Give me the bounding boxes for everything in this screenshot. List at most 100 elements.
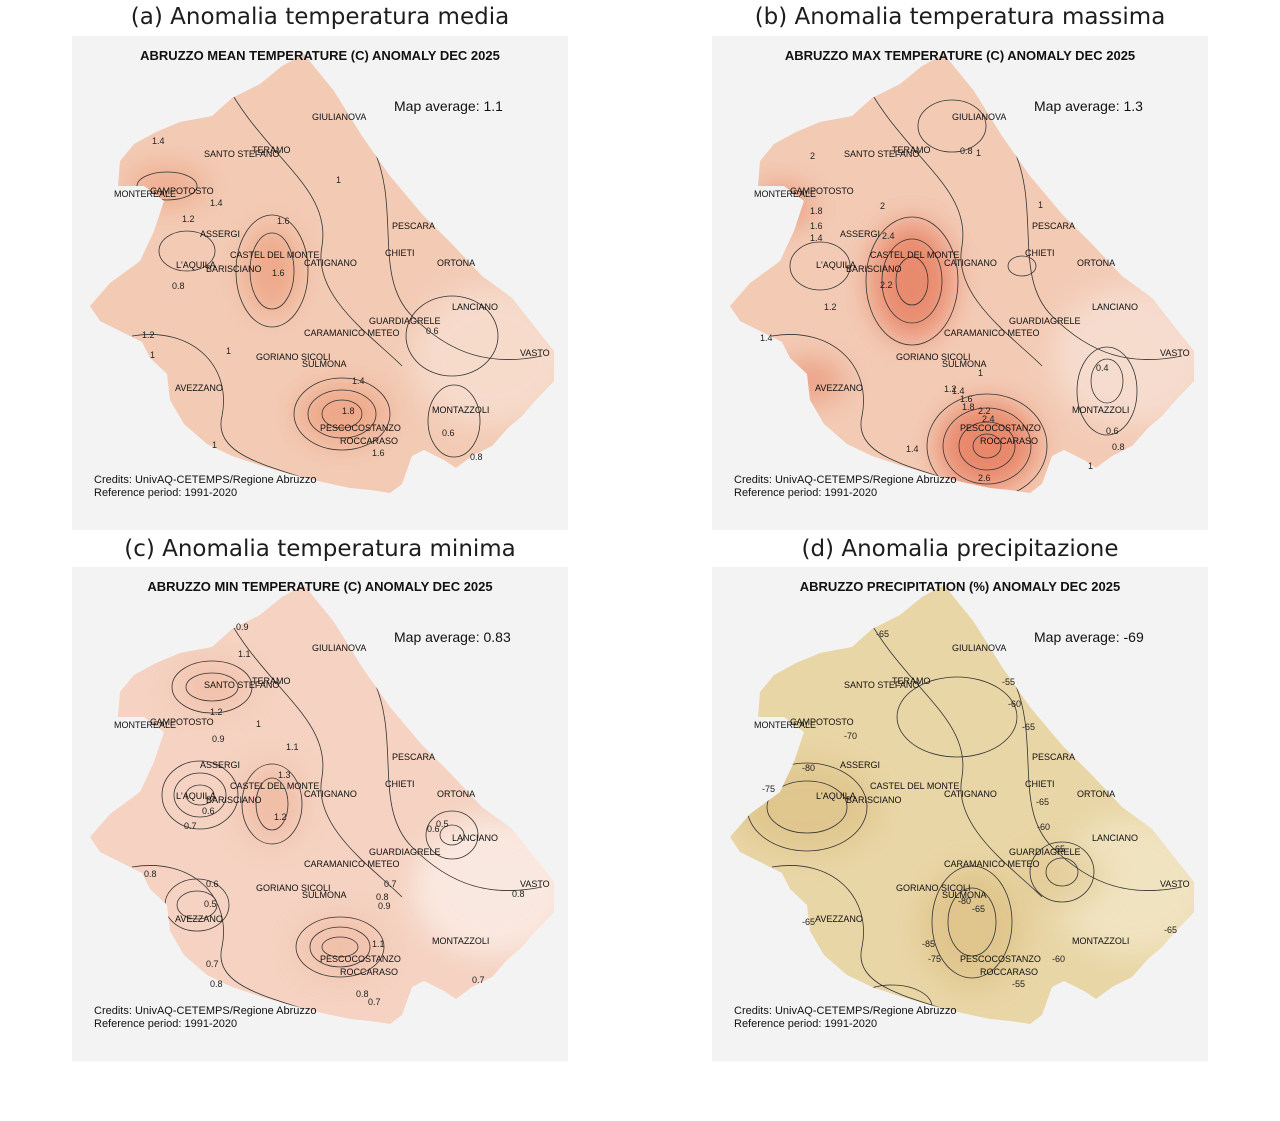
town-label: L'AQUILA — [176, 791, 216, 801]
contour-label: -55 — [1002, 677, 1015, 687]
town-label: ASSERGI — [840, 760, 880, 770]
town-label: VASTO — [1160, 879, 1190, 889]
panel-a-map: 1.4 1.4 1.2 0.8 1 1.6 1.6 1 0.6 1.4 1.8 1.6 0.6 0.8 1 1… — [72, 36, 568, 530]
town-label: PESCOCOSTANZO — [320, 423, 401, 433]
town-label: GORIANO SICOLI — [256, 883, 331, 893]
map-title: ABRUZZO MAX TEMPERATURE (C) ANOMALY DEC … — [784, 48, 1136, 63]
town-label: CHIETI — [385, 779, 415, 789]
town-label: SULMONA — [302, 890, 347, 900]
town-label: CAMPOTOSTO — [150, 717, 214, 727]
map-credits: Credits: UnivAQ-CETEMPS/Regione Abruzzo … — [94, 1005, 317, 1031]
contour-label: 0.8 — [960, 146, 973, 156]
isoline — [425, 810, 479, 860]
contour-label: 1 — [1088, 461, 1093, 471]
contour-label: 0.8 — [210, 979, 223, 989]
contour-label: 1 — [212, 440, 217, 450]
isoline — [1011, 145, 1183, 361]
isoline — [771, 334, 953, 482]
town-label: TERAMO — [892, 145, 931, 155]
town-label: ROCCARASO — [340, 436, 398, 446]
contour-label: 1.8 — [810, 206, 823, 216]
isoline — [972, 433, 1002, 459]
contour-label: 1.4 — [210, 198, 223, 208]
isoline — [881, 238, 943, 324]
contour-label: -65 — [1164, 925, 1177, 935]
contour-label: 1.3 — [278, 770, 291, 780]
credits-line: Credits: UnivAQ-CETEMPS/Regione Abruzzo — [94, 1005, 317, 1017]
town-label: AVEZZANO — [815, 914, 863, 924]
town-label: MONTEREALE — [114, 189, 176, 199]
isoline — [321, 399, 363, 429]
town-label: GUARDIAGRELE — [1009, 847, 1081, 857]
contour-label: 1 — [976, 148, 981, 158]
contour-label: 0.6 — [202, 806, 215, 816]
town-label: VASTO — [1160, 348, 1190, 358]
isoline — [439, 824, 465, 846]
isoline — [865, 216, 959, 346]
contour-label: 0.7 — [384, 879, 397, 889]
isoline — [931, 865, 1013, 979]
contour-label: 0.8 — [512, 889, 525, 899]
town-label: GIULIANOVA — [312, 112, 366, 122]
town-label: MONTAZZOLI — [1072, 936, 1129, 946]
isoline — [371, 676, 543, 892]
isoline — [321, 936, 359, 958]
contour-label: 1.1 — [372, 939, 385, 949]
contour-label: 1.8 — [962, 402, 975, 412]
town-label: SULMONA — [302, 359, 347, 369]
isoline — [1029, 841, 1095, 903]
reference-period: Reference period: 1991-2020 — [734, 487, 878, 499]
contour-label: -60 — [1037, 822, 1050, 832]
town-label: TERAMO — [252, 145, 291, 155]
town-label: AVEZZANO — [175, 914, 223, 924]
contour-label: 1 — [150, 350, 155, 360]
isoline — [136, 171, 198, 201]
town-label: SULMONA — [942, 890, 987, 900]
town-label: LANCIANO — [452, 302, 498, 312]
contour-label: 1 — [226, 346, 231, 356]
town-label: BARISCIANO — [846, 264, 902, 274]
town-label: CATIGNANO — [944, 258, 997, 268]
contour-label: 0.8 — [356, 989, 369, 999]
town-label: PESCOCOSTANZO — [960, 423, 1041, 433]
contour-label: 0.8 — [144, 869, 157, 879]
isolines — [746, 606, 1183, 1024]
contour-label: 0.8 — [172, 281, 185, 291]
isoline — [896, 676, 1018, 758]
contour-label: 1.6 — [277, 216, 290, 226]
contour-label: 0.7 — [184, 821, 197, 831]
contour-label: 0.6 — [1106, 426, 1119, 436]
contour-label: 1.6 — [810, 221, 823, 231]
isolines — [131, 606, 543, 1013]
town-label: ROCCARASO — [980, 436, 1038, 446]
town-label: ORTONA — [1077, 789, 1115, 799]
map-canvas: 0.91.11.20.911.11.31.20.60.70.80.60.50.7… — [90, 585, 554, 1024]
contour-label: -80 — [958, 896, 971, 906]
isoline — [1045, 857, 1079, 887]
town-label: MONTAZZOLI — [432, 936, 489, 946]
contour-label: 2.4 — [882, 231, 895, 241]
isoline — [427, 384, 481, 458]
town-label: L'AQUILA — [816, 260, 856, 270]
town-label: GUARDIAGRELE — [369, 847, 441, 857]
town-label: PESCOCOSTANZO — [960, 954, 1041, 964]
isolines — [131, 75, 543, 482]
isoline — [1011, 676, 1183, 892]
reference-period: Reference period: 1991-2020 — [94, 487, 238, 499]
contour-label: -80 — [802, 763, 815, 773]
panel-a-header: (a) Anomalia temperatura media — [130, 4, 510, 30]
town-label: CARAMANICO METEO — [304, 328, 400, 338]
contour-label: 0.5 — [204, 899, 217, 909]
town-label: ORTONA — [437, 258, 475, 268]
town-label: CAMPOTOSTO — [790, 717, 854, 727]
town-label: PESCARA — [1032, 221, 1075, 231]
town-label: LANCIANO — [1092, 833, 1138, 843]
isoline — [917, 99, 987, 153]
isoline — [249, 232, 295, 310]
contour-label: 1.4 — [152, 136, 165, 146]
map-credits: Credits: UnivAQ-CETEMPS/Regione Abruzzo … — [734, 1005, 957, 1031]
contour-label: 1 — [1038, 200, 1043, 210]
contour-label: 0.8 — [376, 892, 389, 902]
contour-label: 0.9 — [212, 734, 225, 744]
contour-label: -60 — [1008, 699, 1021, 709]
